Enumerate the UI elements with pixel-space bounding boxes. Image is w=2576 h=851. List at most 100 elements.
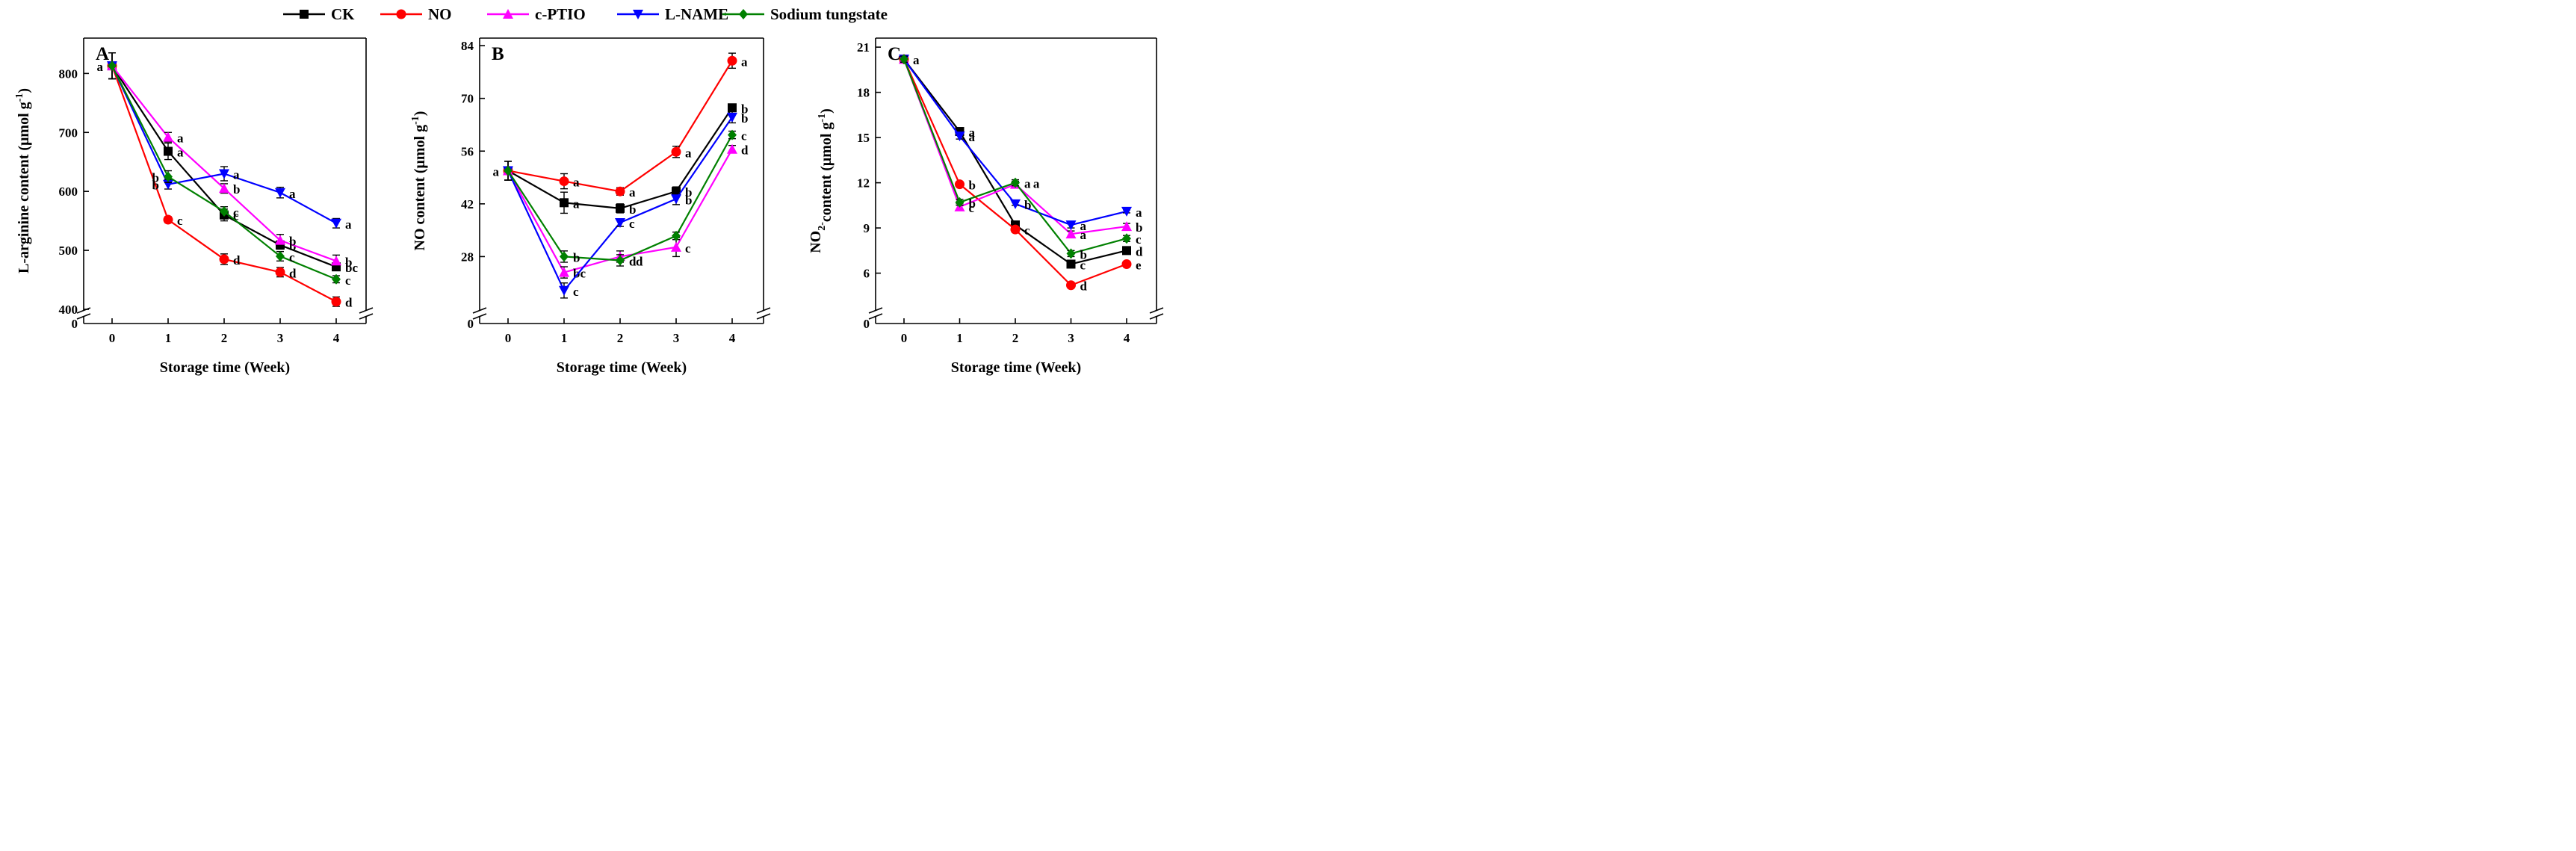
panel-c-point-no: [955, 179, 965, 190]
panel-b-point-l-name: [559, 285, 569, 296]
panel-b-series-ck: a bbb: [504, 102, 748, 217]
panel-a-sig-label-l-name: a: [233, 168, 240, 182]
panel-b-point-sodium-tungstate: [560, 251, 569, 262]
panel-b-sig-label-l-name: b: [685, 193, 692, 207]
panel-c-point-sodium-tungstate: [955, 196, 965, 208]
panel-b-axis-break-mark: [472, 307, 487, 314]
panel-b-point-l-name: [615, 218, 625, 229]
panel-b-x-tick-label: 1: [561, 331, 568, 345]
panel-b-point-no: [559, 176, 569, 187]
panel-c-sig-label-no: e: [1136, 259, 1142, 273]
panel-a-y-tick-label: 500: [59, 244, 78, 258]
panel-c-point-c-ptio: [1065, 229, 1077, 239]
panel-b-series-no: a a a a: [503, 52, 748, 199]
panel-b-sig-label-ck: a: [573, 196, 580, 211]
panel-c-y-zero-label: 0: [864, 317, 870, 331]
panel-c-sig-label-no: b: [969, 179, 976, 193]
panel-a-x-tick-label: 4: [333, 331, 340, 345]
legend-label-l-name: L-NAME: [665, 5, 728, 23]
panel-c-point-no: [1121, 259, 1132, 269]
panel-c-y-axis-title-ylabel-tail: content (μmol g: [818, 123, 835, 223]
legend-label-sodium-tungstate: Sodium tungstate: [770, 5, 888, 23]
panel-c-point-l-name: [1121, 206, 1132, 217]
panel-b-point-no: [727, 55, 737, 66]
panel-a-point-ck: [164, 146, 173, 156]
panel-b-point-ck: [560, 198, 569, 208]
panel-b-point-sodium-tungstate: [616, 255, 625, 266]
panel-a-x-tick-label: 3: [277, 331, 284, 345]
panel-c-point-ck: [1066, 259, 1076, 269]
panel-a-sig-label-c-ptio: b: [233, 182, 240, 196]
panel-b-sig-label-no: a: [573, 176, 580, 190]
panel-b-point-l-name: [727, 112, 737, 123]
panel-b-sig-label-c-ptio: d: [741, 143, 749, 158]
panel-c-sig-label-sodium-tungstate: b: [1080, 247, 1087, 262]
panel-a-sig-label-ck: b: [289, 239, 296, 253]
panel-c-x-tick-label: 4: [1124, 331, 1130, 345]
panel-c-axis-break-mark: [1149, 307, 1164, 314]
panel-c-sig-label-sodium-tungstate: a: [1024, 177, 1031, 191]
panel-c-sig-label-l-name: a: [969, 130, 976, 144]
panel-b-point-sodium-tungstate: [504, 165, 513, 176]
panel-a-sig-label-no: d: [233, 253, 241, 267]
panel-c-y-axis-title-ylabel-sup: -: [817, 222, 828, 226]
panel-a-y-tick-label: 400: [59, 303, 78, 317]
panel-b-point-sodium-tungstate: [672, 230, 681, 241]
panel-b-sig-label-c-ptio: c: [685, 241, 691, 256]
panel-b-sig-label-no: a: [741, 55, 748, 69]
panel-c-point-sodium-tungstate: [1066, 248, 1076, 259]
panel-c-point-sodium-tungstate: [900, 54, 908, 65]
panel-a-y-axis-title: L-arginine content (μmol g-1): [14, 88, 32, 273]
panel-c-series-c-ptio: cab: [899, 54, 1142, 242]
panel-c-series-sodium-tungstate: ba abc: [900, 54, 1142, 262]
panel-c-y-tick-label: 18: [857, 86, 870, 100]
panel-c-y-axis-title-ylabel-tail2: ): [818, 108, 835, 114]
panel-a-sig-label-sodium-tungstate: a: [97, 60, 104, 74]
panel-c-y-tick-label: 12: [857, 176, 870, 191]
panel-c-x-tick-label: 1: [956, 331, 963, 345]
panel-a-point-sodium-tungstate: [108, 61, 117, 72]
panel-c-y-axis-title-ylabel-sup2: -1: [817, 114, 828, 123]
panel-b-x-tick-label: 4: [729, 331, 736, 345]
panel-b-y-zero-label: 0: [468, 317, 474, 331]
panel-b-sig-label-ck: b: [629, 202, 636, 217]
panel-a-x-tick-label: 1: [165, 331, 172, 345]
panel-b-sig-label-ck: b: [741, 102, 748, 116]
panel-c-x-tick-label: 3: [1068, 331, 1074, 345]
panel-a-y-zero-label: 0: [72, 317, 78, 331]
panel-c-sig-label-ck: c: [1080, 259, 1086, 273]
legend-label-c-ptio: c-PTIO: [535, 5, 586, 23]
panel-c-sig-label-no: d: [1080, 279, 1088, 294]
panel-a-point-no: [275, 267, 285, 277]
panel-b-sig-label-c-ptio: bc: [573, 267, 586, 281]
panel-a-point-no: [331, 297, 341, 307]
panel-a-sig-label-l-name: a: [345, 217, 352, 232]
legend: CK NO c-PTIO L-NAME Sodium tungstate: [283, 5, 888, 23]
panel-a: A 400 500 600 700 800 0 0 1 2 3 4 Storage time (Week…: [14, 37, 374, 376]
legend-marker-ck: [300, 10, 309, 19]
panel-a-point-c-ptio: [275, 235, 285, 245]
panel-c-y-tick-label: 21: [857, 40, 870, 55]
panel-b-sig-label-ck: b: [685, 185, 692, 199]
panel-a-point-l-name: [275, 188, 285, 198]
panel-b-sig-label-sodium-tungstate: d: [636, 254, 643, 268]
panel-b-axis-break-mark: [756, 307, 771, 314]
panel-b-sig-label-sodium-tungstate: d: [629, 254, 637, 268]
panel-b-sig-label-no: a: [685, 146, 692, 160]
legend-marker-l-name: [633, 10, 643, 19]
panel-c-sig-label-sodium-tungstate: c: [1136, 232, 1142, 247]
panel-a-point-no: [163, 214, 173, 225]
panel-c-sig-label-l-name: b: [1024, 198, 1031, 212]
panel-c-axis-break-mark: [868, 307, 883, 314]
panel-b-x-tick-label: 2: [617, 331, 624, 345]
panel-b-y-tick-label: 28: [461, 250, 474, 264]
panel-c-sig-label-c-ptio: a: [1080, 228, 1087, 242]
panel-b-sig-label-l-name: c: [629, 217, 635, 231]
panel-a-series-line-l-name: [111, 65, 337, 224]
panel-a-sig-label-no: d: [345, 296, 353, 310]
panel-a-sig-label-sodium-tungstate: c: [233, 205, 239, 220]
panel-c-point-ck: [1122, 246, 1131, 256]
